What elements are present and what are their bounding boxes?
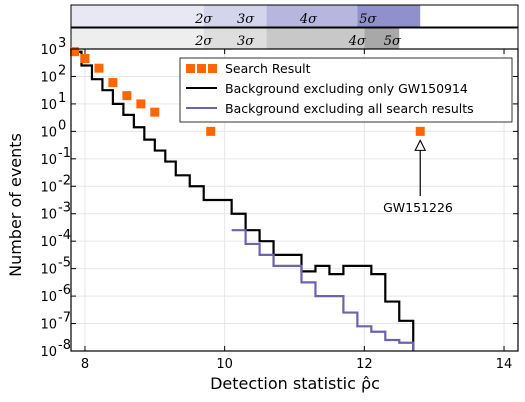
step-line-background-gw150914 — [71, 50, 415, 351]
search-result-point-5 — [122, 91, 132, 101]
search-result-point-9 — [415, 126, 425, 136]
x-tick-label-14: 14 — [496, 357, 513, 372]
sigma-band-1-seg-4 — [357, 5, 421, 27]
sigma-bands: 2σ 3σ 4σ 5σ 2σ 3σ 4σ 5σ — [70, 4, 519, 50]
y-tick-exponent--4: -4 — [58, 228, 71, 243]
search-result-point-8 — [206, 126, 216, 136]
sigma-label-1-3: 4σ — [299, 12, 318, 27]
y-tick-exponent-0: 0 — [58, 118, 66, 133]
y-tick-exponent--6: -6 — [58, 283, 71, 298]
y-tick-exponent--8: -8 — [58, 338, 71, 353]
step-line-background-all — [231, 229, 415, 351]
legend-swatch-search-result-2 — [197, 64, 206, 73]
search-result-point-1 — [69, 47, 79, 57]
search-result-point-7 — [150, 107, 160, 117]
x-tick-label-12: 12 — [356, 357, 373, 372]
x-tick-label-10: 10 — [216, 357, 233, 372]
y-tick-label-1: 10 — [40, 98, 57, 113]
y-tick-label--1: 10 — [40, 153, 57, 168]
search-result-point-6 — [136, 99, 146, 109]
series-search-result — [69, 47, 425, 136]
legend: Search Result Background excluding only G… — [179, 57, 513, 123]
sigma-label-2-2: 3σ — [237, 34, 255, 49]
y-tick-label--7: 10 — [40, 318, 57, 333]
legend-label-background-all: Background excluding all search results — [225, 101, 474, 116]
plot-frame — [70, 48, 519, 352]
sigma-band-2-seg-2 — [203, 28, 267, 49]
y-tick-exponent-3: 3 — [58, 36, 66, 51]
annotation-arrow-head — [414, 139, 427, 151]
y-axis-label: Number of events — [6, 133, 25, 277]
legend-swatch-search-result-1 — [186, 64, 195, 73]
sigma-band-2-seg-4 — [364, 28, 400, 49]
y-tick-exponent--3: -3 — [58, 201, 71, 216]
y-tick-exponent--5: -5 — [58, 256, 71, 271]
series-background-excluding-gw150914 — [71, 50, 415, 351]
y-tick-label--4: 10 — [40, 235, 57, 250]
search-result-point-2 — [80, 54, 90, 64]
y-tick-exponent-1: 1 — [58, 91, 66, 106]
y-tick-exponent--2: -2 — [58, 173, 71, 188]
y-tick-label--3: 10 — [40, 208, 57, 223]
sigma-label-1-1: 2σ — [194, 12, 213, 27]
y-tick-label--2: 10 — [40, 180, 57, 195]
sigma-label-2-1: 2σ — [194, 34, 213, 49]
y-tick-label-3: 10 — [40, 43, 57, 58]
y-tick-exponent--7: -7 — [58, 311, 71, 326]
sigma-band-1-seg-1 — [71, 5, 204, 27]
annotation-gw151226: GW151226 — [383, 200, 453, 215]
y-tick-exponent--1: -1 — [58, 146, 71, 161]
sigma-label-2-4: 5σ — [384, 34, 402, 49]
x-tick-label-8: 8 — [81, 357, 89, 372]
sigma-label-1-2: 3σ — [237, 12, 255, 27]
legend-label-background-gw150914: Background excluding only GW150914 — [225, 81, 468, 96]
legend-swatch-search-result-3 — [208, 64, 217, 73]
sigma-band-1-seg-2 — [203, 5, 267, 27]
y-tick-label-2: 10 — [40, 70, 57, 85]
y-tick-exponent-2: 2 — [58, 63, 66, 78]
sigma-band-1-seg-3 — [266, 5, 358, 27]
sigma-label-1-4: 5σ — [359, 12, 377, 27]
sigma-band-1-frame — [70, 4, 519, 28]
search-result-point-4 — [108, 78, 118, 88]
sigma-band-2-seg-1 — [71, 28, 204, 49]
sigma-band-2-seg-3 — [266, 28, 365, 49]
series-background-excluding-all — [231, 229, 415, 351]
search-result-point-3 — [94, 63, 104, 73]
y-tick-label-0: 10 — [40, 125, 57, 140]
sigma-label-2-3: 4σ — [348, 34, 367, 49]
y-tick-label--8: 10 — [40, 345, 57, 360]
x-axis-label: Detection statistic ρ̂c — [210, 374, 380, 393]
y-tick-label--6: 10 — [40, 290, 57, 305]
legend-box — [179, 57, 513, 123]
y-tick-label--5: 10 — [40, 263, 57, 278]
annotation: GW151226 — [383, 139, 453, 215]
legend-label-search-result: Search Result — [225, 61, 311, 76]
